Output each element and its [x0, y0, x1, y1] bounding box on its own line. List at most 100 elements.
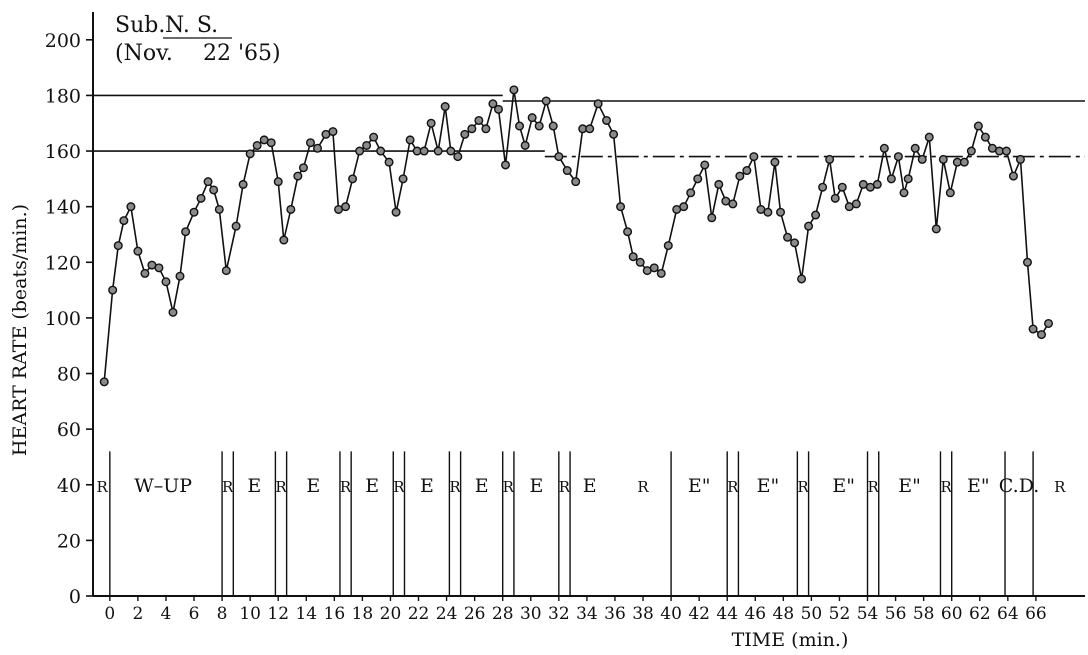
phase-label: R	[867, 478, 879, 496]
data-point	[99, 377, 109, 387]
data-point	[509, 85, 519, 95]
data-point	[467, 124, 477, 134]
data-point	[312, 143, 322, 153]
data-point	[825, 154, 835, 164]
heart-rate-line	[103, 89, 1050, 382]
data-point	[527, 113, 537, 123]
data-point	[770, 157, 780, 167]
data-point	[189, 207, 199, 217]
data-point	[460, 129, 470, 139]
data-point	[541, 96, 551, 106]
data-point	[481, 124, 491, 134]
y-tick-label: 20	[57, 530, 81, 552]
x-tick-label: 16	[324, 604, 346, 624]
phase-label: E"	[832, 475, 855, 497]
data-point	[886, 174, 896, 184]
data-point	[663, 241, 673, 251]
phase-label: E"	[898, 475, 921, 497]
phase-label: E	[420, 475, 434, 497]
phase-label: E"	[967, 475, 990, 497]
x-tick-label: 6	[189, 604, 200, 624]
data-point	[728, 199, 738, 209]
phase-label: R	[1054, 478, 1066, 496]
y-tick-label: 200	[45, 30, 81, 52]
x-tick-label: 28	[492, 604, 514, 624]
data-point	[1028, 324, 1038, 334]
data-point	[593, 99, 603, 109]
data-point	[635, 257, 645, 267]
title-line2: (Nov.	[115, 41, 173, 66]
phase-label: E	[247, 475, 261, 497]
x-tick-label: 66	[1025, 604, 1047, 624]
data-point	[181, 227, 191, 237]
x-tick-label: 30	[520, 604, 542, 624]
data-point	[945, 188, 955, 198]
data-point	[286, 204, 296, 214]
data-point	[783, 232, 793, 242]
data-point	[266, 138, 276, 148]
data-point	[426, 118, 436, 128]
x-tick-label: 50	[801, 604, 823, 624]
x-tick-label: 12	[267, 604, 289, 624]
y-tick-label: 120	[45, 252, 81, 274]
data-point	[1044, 318, 1054, 328]
data-point	[776, 207, 786, 217]
data-point	[501, 160, 511, 170]
data-point	[175, 271, 185, 281]
x-tick-label: 48	[773, 604, 795, 624]
data-point	[966, 146, 976, 156]
data-point	[616, 202, 626, 212]
data-point	[348, 174, 358, 184]
title-date: 22 '65)	[203, 41, 281, 66]
x-tick-label: 4	[161, 604, 172, 624]
phase-label: R	[940, 478, 952, 496]
x-tick-label: 60	[941, 604, 963, 624]
x-tick-label: 54	[857, 604, 879, 624]
data-point	[273, 177, 283, 187]
data-point	[293, 171, 303, 181]
data-point	[1001, 146, 1011, 156]
phase-annotations: R W–UP R E R E R E R E R E R E R E R E" R E" R E" R E" R E" C.D. R	[96, 451, 1066, 596]
data-point	[609, 129, 619, 139]
data-point	[214, 204, 224, 214]
data-point	[1022, 257, 1032, 267]
y-tick-label: 0	[69, 586, 81, 608]
chart-title: Sub. N. S. (Nov. 22 '65)	[115, 13, 281, 66]
data-point	[440, 102, 450, 112]
data-point	[602, 115, 612, 125]
data-point	[879, 143, 889, 153]
data-point	[126, 202, 136, 212]
x-tick-label: 36	[604, 604, 626, 624]
x-tick-label: 56	[885, 604, 907, 624]
y-tick-label: 80	[57, 364, 81, 386]
data-point	[154, 263, 164, 273]
phase-label: W–UP	[134, 475, 192, 497]
data-point	[161, 277, 171, 287]
data-point	[133, 246, 143, 256]
phase-label: R	[449, 478, 461, 496]
data-point	[804, 221, 814, 231]
data-point	[405, 135, 415, 145]
data-point	[433, 146, 443, 156]
data-point	[790, 238, 800, 248]
x-tick-label: 24	[436, 604, 458, 624]
data-point	[515, 121, 525, 131]
x-tick-label: 10	[239, 604, 261, 624]
phase-label: C.D.	[999, 475, 1040, 497]
phase-label: E	[365, 475, 379, 497]
data-point	[113, 241, 123, 251]
data-point	[419, 146, 429, 156]
x-tick-label: 44	[716, 604, 738, 624]
data-point	[679, 202, 689, 212]
data-point	[700, 160, 710, 170]
data-point	[714, 179, 724, 189]
title-subject: N. S.	[165, 13, 218, 38]
data-point	[119, 216, 129, 226]
x-tick-label: 46	[744, 604, 766, 624]
data-point	[355, 146, 365, 156]
x-tick-label: 58	[913, 604, 935, 624]
phase-label: E	[529, 475, 543, 497]
data-point	[571, 177, 581, 187]
x-tick-label: 18	[352, 604, 374, 624]
